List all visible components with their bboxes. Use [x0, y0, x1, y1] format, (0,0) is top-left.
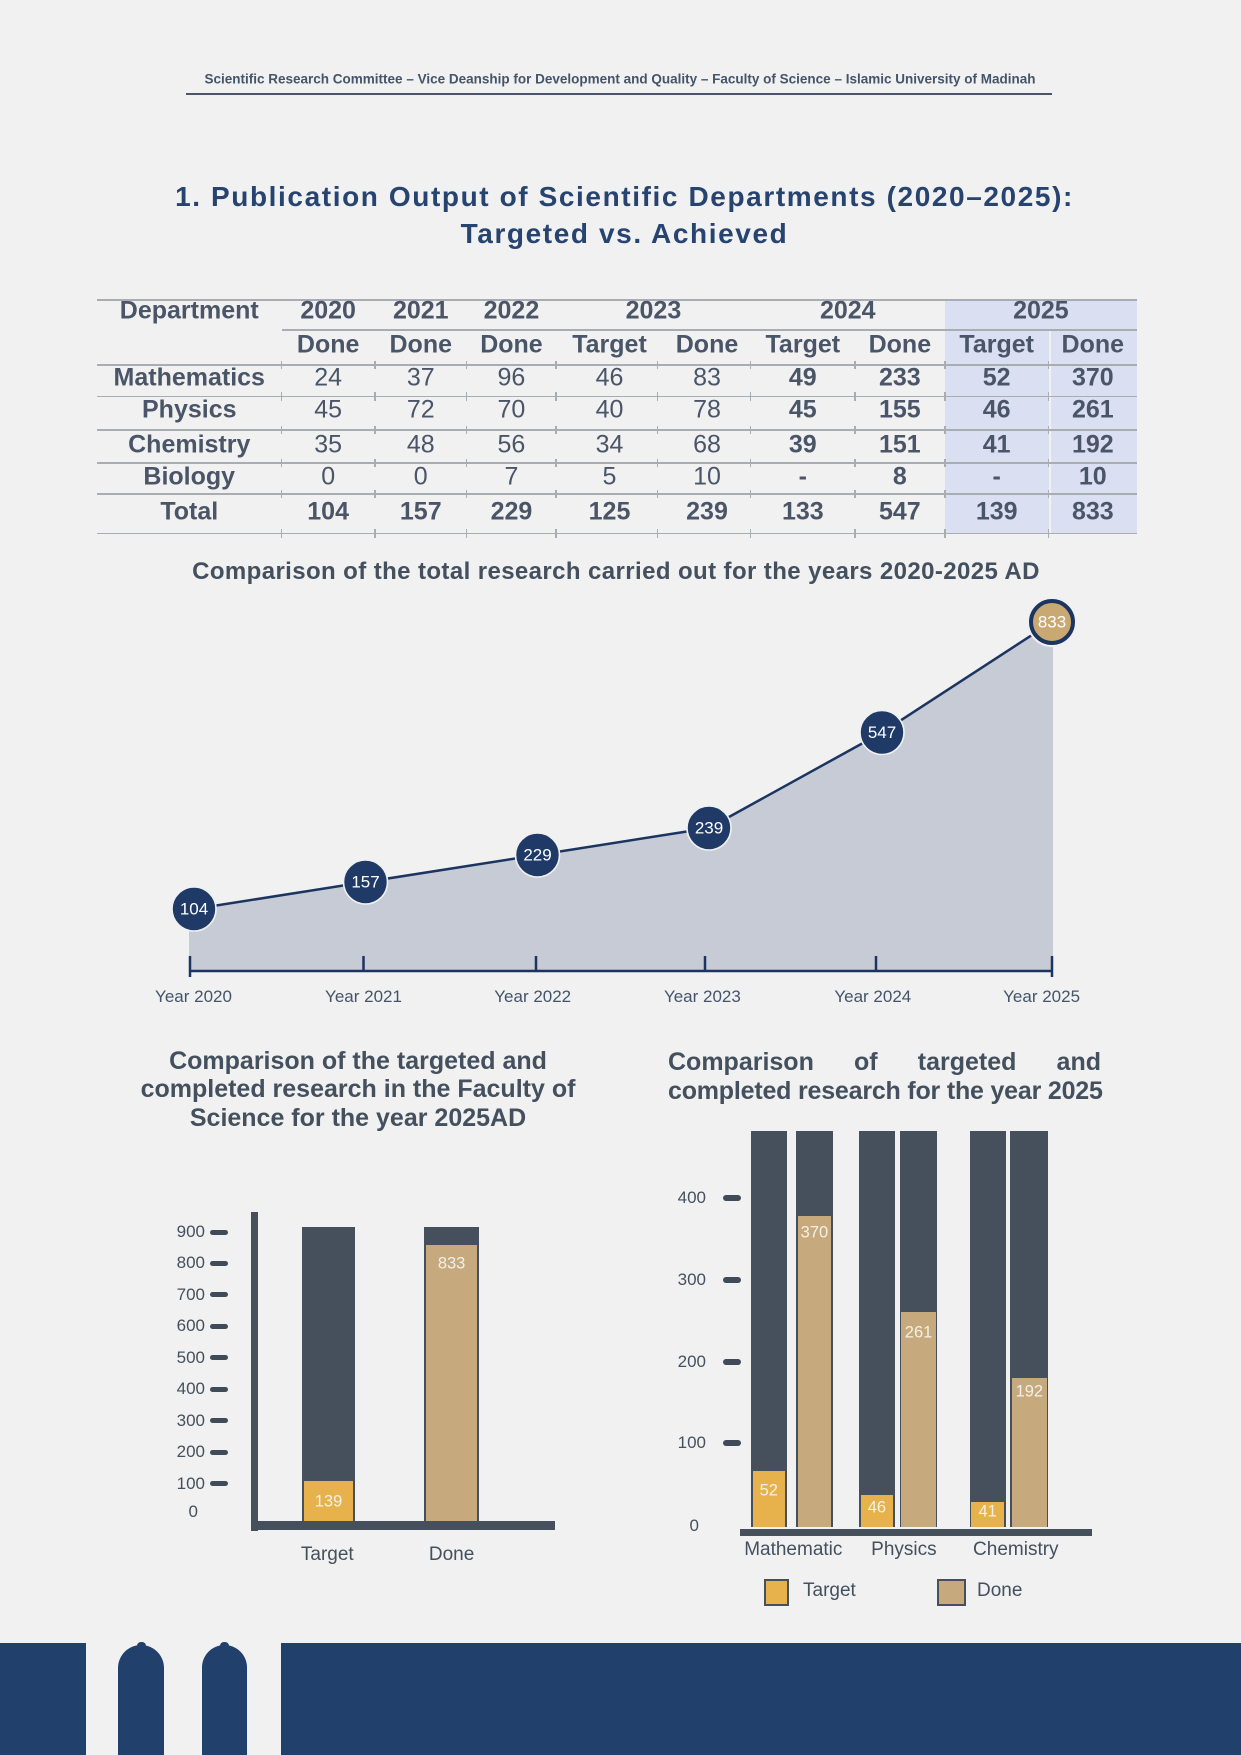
- svg-text:547: 547: [868, 723, 896, 742]
- svg-text:Year 2023: Year 2023: [664, 987, 741, 1006]
- svg-text:Year 2025: Year 2025: [1003, 987, 1080, 1006]
- svg-text:239: 239: [695, 819, 723, 838]
- svg-text:833: 833: [1038, 613, 1066, 632]
- svg-text:Year 2021: Year 2021: [325, 987, 402, 1006]
- svg-text:Year 2020: Year 2020: [155, 987, 232, 1006]
- svg-text:104: 104: [180, 900, 208, 919]
- svg-text:Year 2022: Year 2022: [494, 987, 571, 1006]
- svg-text:Year 2024: Year 2024: [834, 987, 911, 1006]
- svg-text:157: 157: [351, 873, 379, 892]
- svg-text:229: 229: [523, 846, 551, 865]
